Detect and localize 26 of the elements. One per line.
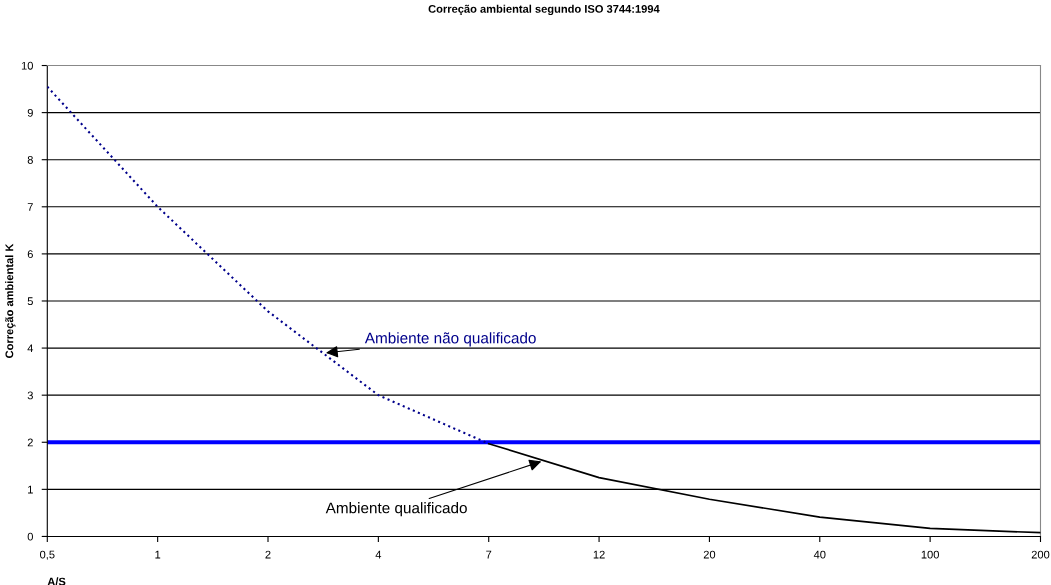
y-tick-label: 5 [27, 297, 33, 306]
x-tick-label: 2 [265, 550, 271, 559]
y-tick-label: 4 [27, 344, 34, 353]
text: Ambiente qualificado [325, 502, 467, 517]
x-axis-title: A/S [47, 577, 66, 585]
y-tick-label: 1 [28, 485, 33, 494]
x-tick-label: 100 [921, 550, 939, 559]
x-tick-label: 200 [1031, 550, 1050, 559]
x-tick-label: 40 [813, 550, 826, 559]
y-tick-label: 0 [27, 532, 33, 541]
y-tick-label: 2 [27, 438, 33, 447]
x-tick-label: 4 [375, 550, 382, 559]
y-tick-label: 9 [27, 108, 33, 117]
y-tick-label: 7 [27, 203, 33, 211]
x-tick-label: 12 [593, 550, 605, 559]
text: Ambiente não qualificado [364, 332, 536, 347]
y-tick-label: 3 [27, 391, 33, 400]
y-tick-label: 8 [27, 155, 33, 164]
chart-title: Correção ambiental segundo ISO 3744:1994 [428, 4, 660, 16]
x-tick-label: 1 [155, 550, 161, 559]
x-tick-label: 0,5 [40, 550, 55, 560]
x-tick-label: 7 [486, 550, 492, 559]
x-tick-label: 20 [703, 550, 716, 559]
y-tick-label: 10 [21, 61, 33, 70]
y-tick-label: 6 [27, 250, 33, 259]
y-axis-title: Correção ambiental K [5, 243, 16, 358]
